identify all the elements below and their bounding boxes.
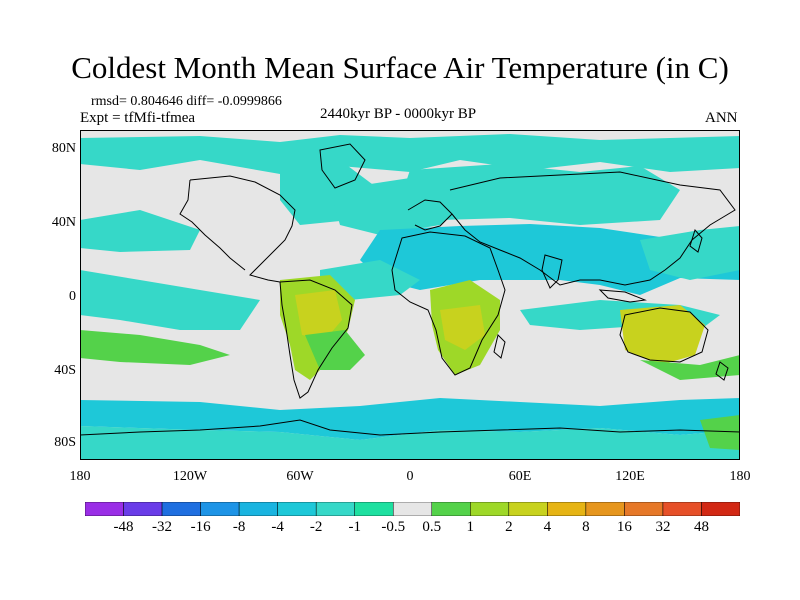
southern-ocean-cool [80, 398, 740, 440]
australia-warm [620, 305, 705, 365]
map-frame [80, 130, 740, 460]
asia-cool-east [640, 226, 740, 280]
colorbar-tick-label: -32 [152, 519, 173, 535]
siberia-cool [400, 164, 680, 225]
colorbar-tick-label: 32 [655, 519, 671, 535]
colorbar-swatch [547, 502, 587, 516]
lat-label-40s: 40S [54, 363, 76, 378]
lon-label-120w: 120W [172, 469, 208, 484]
lat-label-40n: 40N [51, 215, 76, 230]
colorbar-swatch [392, 502, 433, 516]
colorbar-tick-label: -1 [348, 519, 361, 535]
colorbar-tick-label: 2 [505, 519, 513, 535]
colorbar-swatch [431, 502, 471, 516]
map-title: Coldest Month Mean Surface Air Temperatu… [71, 50, 729, 85]
colorbar-swatch [161, 502, 201, 516]
colorbar-swatch [315, 502, 355, 516]
lon-label-120e: 120E [615, 469, 645, 484]
colorbar-tick-label: 0.5 [422, 519, 442, 535]
colorbar-swatch [354, 502, 394, 516]
colorbar-swatch [585, 502, 625, 516]
colorbar-swatch [200, 502, 240, 516]
colorbar-tick-label: 4 [543, 519, 552, 535]
colorbar-tick-label: -2 [309, 519, 323, 535]
lon-label-0: 0 [406, 469, 414, 484]
north-pacific-cool [80, 210, 200, 252]
colorbar-swatch [85, 502, 124, 516]
antarctic-warm-patch [700, 415, 740, 450]
colorbar-tick-label: -16 [190, 519, 211, 535]
colorbar-tick-label: 48 [693, 519, 709, 535]
colorbar-tick-label: -8 [232, 519, 246, 535]
colorbar-tick-label: -0.5 [381, 519, 406, 535]
australia-west-warm [640, 355, 740, 380]
colorbar-tick-label: -48 [113, 519, 134, 535]
colorbar-swatch [701, 502, 740, 516]
lon-label-60w: 60W [286, 469, 314, 484]
arctic-cool-region [80, 134, 740, 174]
lon-label-180w: 180 [69, 469, 91, 484]
period-label: 2440kyr BP - 0000kyr BP [320, 106, 477, 122]
lat-label-0: 0 [69, 289, 76, 304]
colorbar-tick-label: -4 [271, 519, 284, 535]
stats-label: rmsd= 0.804646 diff= -0.0999866 [91, 94, 282, 109]
south-america-inner [295, 290, 342, 340]
colorbar-tick-label: 8 [582, 519, 590, 535]
colorbar-tick-label: 1 [466, 519, 475, 535]
colorbar-swatch [624, 502, 664, 516]
lon-label-60e: 60E [508, 469, 532, 484]
colorbar-swatch [277, 502, 317, 516]
tropical-pacific-cool [80, 270, 260, 330]
lat-label-80s: 80S [54, 435, 76, 450]
colorbar-swatch [662, 502, 702, 516]
colorbar-swatch [238, 502, 278, 516]
season-label: ANN [705, 110, 738, 126]
lat-label-80n: 80N [51, 141, 76, 156]
lon-label-180e: 180 [729, 469, 751, 484]
experiment-label: Expt = tfMfi-tfmea [80, 110, 196, 126]
africa-inner [440, 305, 485, 350]
colorbar-tick-label: 16 [616, 519, 632, 535]
temperature-anomaly-map [80, 130, 740, 460]
colorbar-swatch [123, 502, 163, 516]
south-atlantic-warm [305, 330, 365, 370]
antarctic-teal [80, 426, 740, 460]
colorbar [85, 502, 740, 516]
east-pacific-warm [80, 330, 230, 365]
colorbar-swatch [470, 502, 510, 516]
coastlines [80, 143, 740, 436]
colorbar-swatch [508, 502, 548, 516]
